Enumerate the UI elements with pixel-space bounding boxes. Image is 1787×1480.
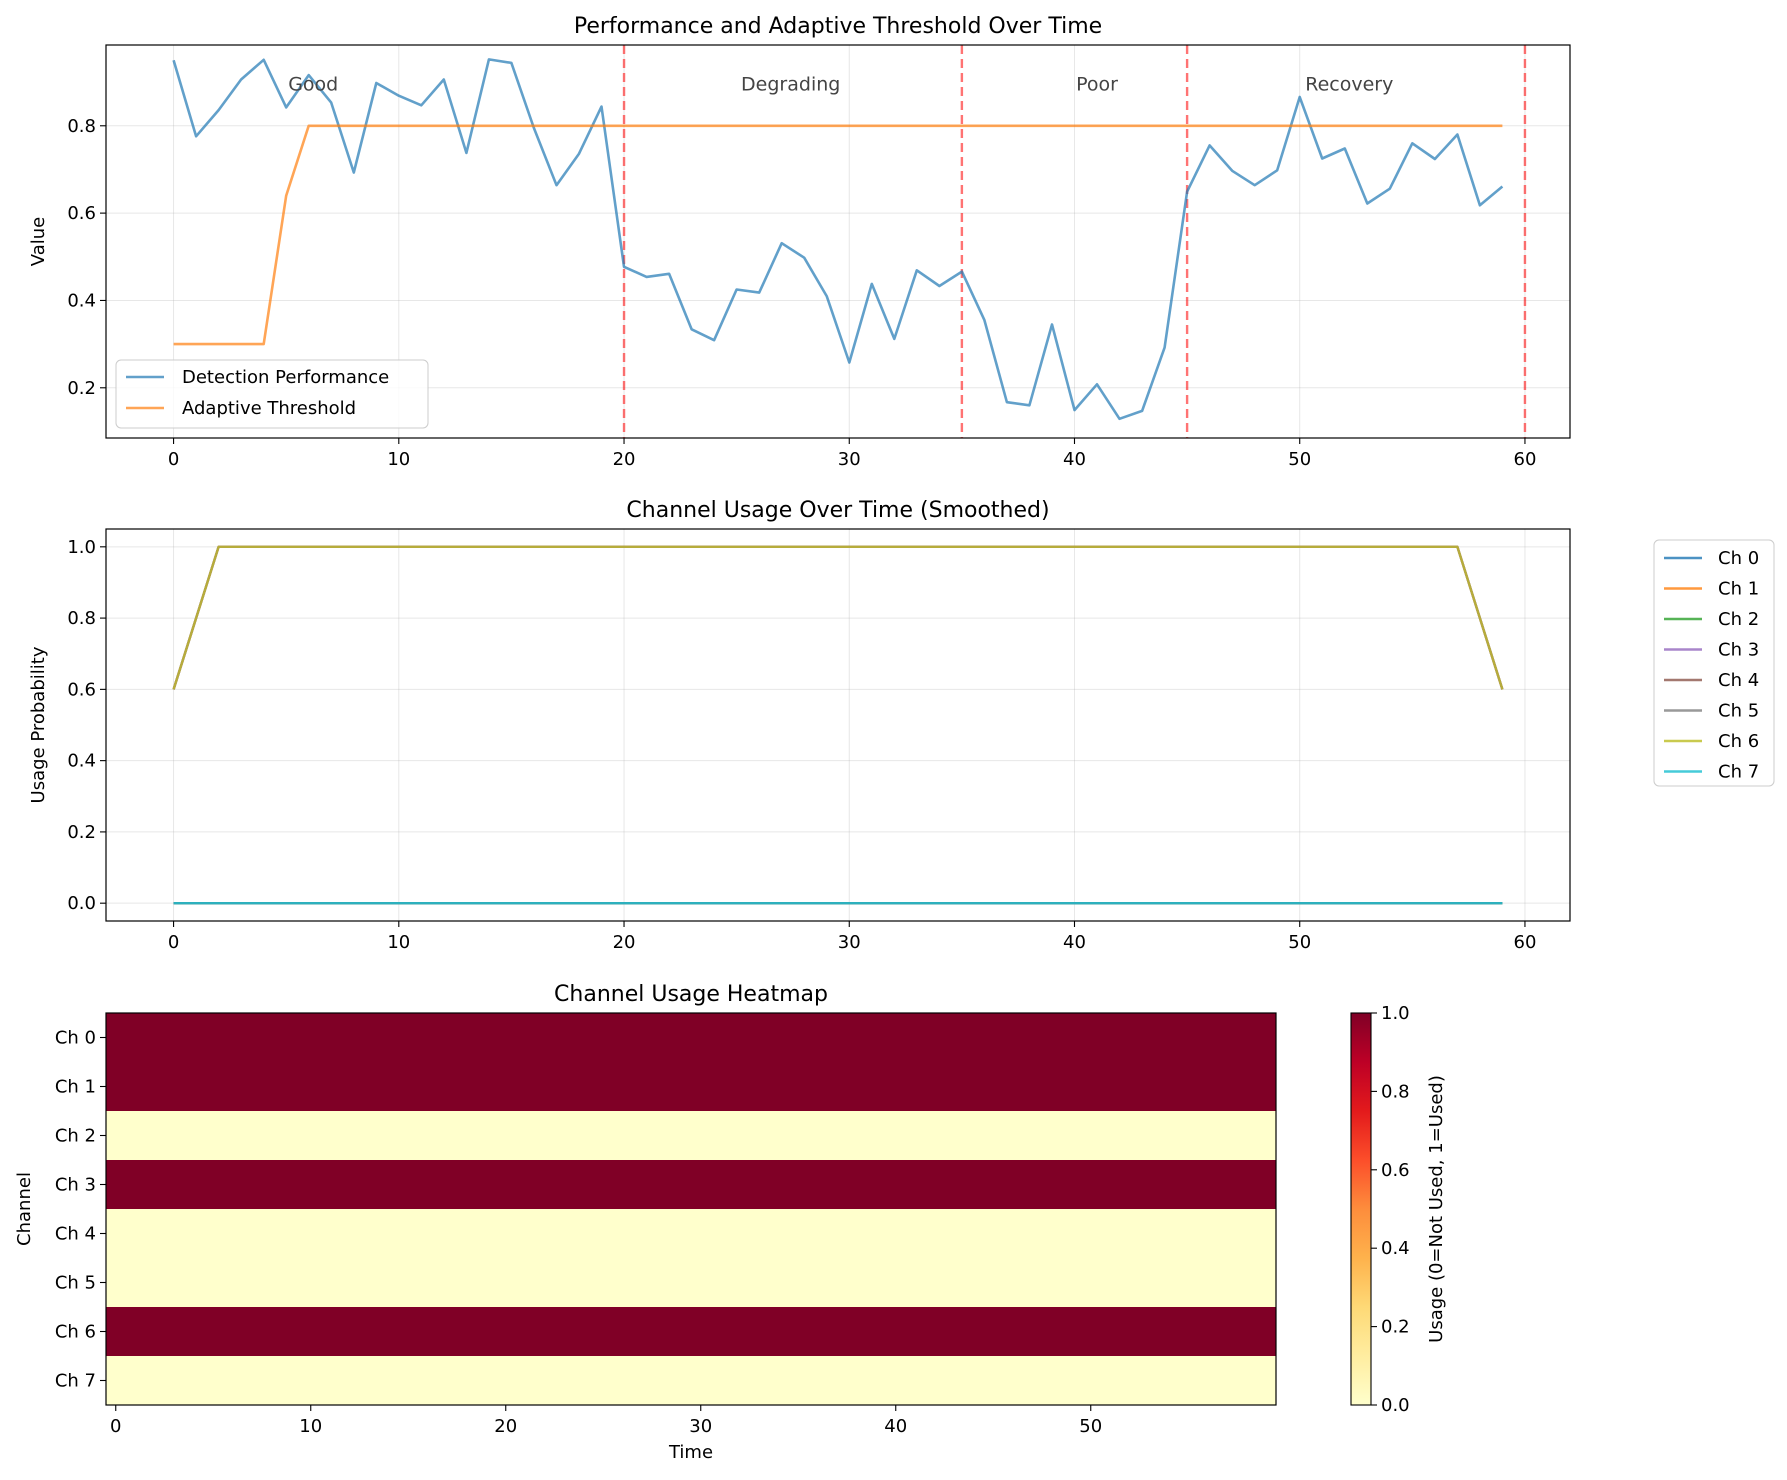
y-tick-label: Ch 1 [55,1077,96,1098]
x-tick-label: 30 [838,932,861,953]
axes-frame [105,528,1571,922]
colorbar-tick-label: 0.2 [1381,1317,1410,1338]
y-tick-label: Ch 2 [55,1126,96,1147]
legend-label: Ch 4 [1718,670,1759,691]
heatmap-row-cell [106,1258,1276,1308]
heatmap-row-cell [106,1307,1276,1357]
legend-label: Ch 2 [1718,609,1759,630]
legend: Ch 0 Ch 1 Ch 2 Ch 3 Ch 4 Ch 5 Ch 6 Ch 7 [1653,539,1775,787]
x-tick-label: 60 [1514,932,1537,953]
colorbar-gradient [1351,1013,1371,1405]
x-tick-label: 50 [1288,449,1311,470]
x-tick-label: 0 [168,449,179,470]
colorbar-tick-label: 0.8 [1381,1081,1410,1102]
x-tick-label: 10 [299,1416,322,1437]
heatmap-row-cell [106,1209,1276,1259]
x-tick-label: 0 [110,1416,121,1437]
phase-annotation: Recovery [1305,73,1393,95]
heatmap-row-cell [106,1062,1276,1112]
legend-label: Detection Performance [182,367,389,388]
legend-box [1653,539,1775,787]
y-axis-label: Value [28,217,49,266]
heatmap-row-cell [106,1013,1276,1063]
y-tick-label: 0.2 [67,822,96,843]
x-tick-label: 50 [1079,1416,1102,1437]
x-tick-label: 60 [1514,449,1537,470]
phase-annotation: Poor [1076,73,1118,95]
y-tick-label: Ch 6 [55,1322,96,1343]
series-line-adaptive-threshold [173,124,1503,346]
x-tick-label: 30 [689,1416,712,1437]
x-axis-label: Time [668,1442,713,1463]
y-axis-label: Usage Probability [28,646,49,803]
y-tick-label: 0.0 [67,893,96,914]
heatmap-row-cell [106,1160,1276,1210]
x-tick-label: 50 [1288,932,1311,953]
y-tick-label: 0.2 [67,378,96,399]
heatmap-row-cell [106,1356,1276,1406]
y-tick-label: 0.4 [67,751,96,772]
y-tick-label: 0.8 [67,116,96,137]
y-tick-label: 0.6 [67,203,96,224]
channel-usage-chart: Ch 0 Ch 1 Ch 2 Ch 3 Ch 4 Ch 5 Ch 6 Ch 7 0 10 20 30 4… [28,498,1775,953]
y-axis-label: Channel [14,1172,35,1246]
y-tick-label: 1.0 [67,537,96,558]
legend-label: Ch 5 [1718,701,1759,722]
x-tick-label: 10 [387,932,410,953]
y-tick-label: Ch 7 [55,1371,96,1392]
y-tick-label: Ch 5 [55,1273,96,1294]
phase-annotation: Good [288,73,338,95]
series-line-detection-performance [172,58,1504,421]
x-tick-label: 10 [387,449,410,470]
phase-annotation: Degrading [741,73,840,95]
chart-title: Channel Usage Heatmap [554,982,828,1007]
legend-label: Ch 1 [1718,579,1759,600]
x-tick-label: 20 [613,932,636,953]
colorbar-tick-label: 0.6 [1381,1160,1410,1181]
y-tick-label: Ch 4 [55,1224,96,1245]
chart-title: Channel Usage Over Time (Smoothed) [626,498,1049,523]
colorbar-frame [1350,1012,1372,1406]
series-line-ch-6 [172,545,1504,690]
legend-label: Ch 6 [1718,731,1759,752]
y-tick-label: 0.8 [67,608,96,629]
colorbar-tick-label: 0.4 [1381,1238,1410,1259]
chart-title: Performance and Adaptive Threshold Over … [574,14,1102,39]
colorbar-tick-label: 1.0 [1381,1003,1410,1024]
y-tick-label: 0.4 [67,290,96,311]
x-tick-label: 40 [884,1416,907,1437]
x-tick-label: 20 [494,1416,517,1437]
legend-label: Ch 0 [1718,548,1759,569]
x-tick-label: 40 [1063,449,1086,470]
performance-chart: Good Degrading Poor Recovery Detection Perfo… [28,14,1571,470]
colorbar-label: Usage (0=Not Used, 1=Used) [1426,1075,1447,1343]
colorbar-tick-label: 0.0 [1381,1395,1410,1416]
legend-box [115,359,429,429]
legend-label: Ch 3 [1718,640,1759,661]
heatmap-row-cell [106,1111,1276,1161]
x-tick-label: 30 [838,449,861,470]
legend-label: Adaptive Threshold [182,398,356,419]
channel-heatmap: Ch 0 Ch 1 Ch 2 Ch 3 Ch 4 Ch 5 Ch 6 Ch 7 0 10 20 30 4… [14,982,1447,1463]
y-tick-label: Ch 3 [55,1175,96,1196]
legend: Detection Performance Adaptive Threshold [115,359,429,429]
y-tick-label: 0.6 [67,679,96,700]
axes-frame [105,1012,1277,1406]
axes-frame [105,44,1571,439]
x-tick-label: 0 [168,932,179,953]
x-tick-label: 40 [1063,932,1086,953]
y-tick-label: Ch 0 [55,1028,96,1049]
x-tick-label: 20 [613,449,636,470]
legend-label: Ch 7 [1718,762,1759,783]
